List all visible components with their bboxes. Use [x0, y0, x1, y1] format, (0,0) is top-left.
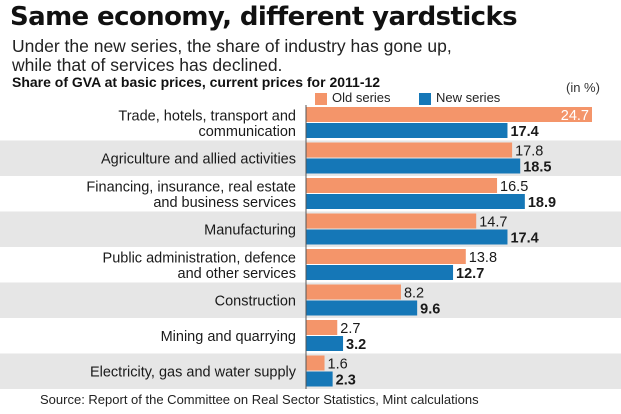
data-label-new-series: 2.3 — [336, 373, 356, 389]
chart-title: Same economy, different yardsticks — [10, 2, 518, 32]
data-label-old-series: 16.5 — [500, 179, 528, 195]
legend-label-new-series: New series — [436, 90, 501, 105]
bar-old-series — [306, 249, 466, 264]
data-label-new-series: 18.9 — [528, 195, 556, 211]
source-note: Source: Report of the Committee on Real … — [40, 392, 479, 407]
legend-label-old-series: Old series — [332, 90, 391, 105]
data-label-old-series: 17.8 — [515, 144, 543, 160]
data-label-new-series: 12.7 — [456, 266, 484, 282]
category-label: Electricity, gas and water supply — [90, 364, 297, 380]
bar-old-series — [306, 142, 513, 158]
data-label-old-series: 14.7 — [479, 215, 507, 231]
bar-new-series — [306, 229, 508, 245]
bar-old-series — [306, 213, 477, 229]
bar-new-series — [306, 123, 508, 138]
category-label: Public administration, defence and other … — [103, 250, 296, 282]
unit-label: (in %) — [566, 80, 600, 95]
subtitle-line-1: Under the new series, the share of indus… — [12, 36, 452, 56]
data-label-new-series: 3.2 — [346, 337, 366, 353]
data-label-old-series: 2.7 — [340, 321, 360, 337]
category-label: Trade, hotels, transport and communicatio… — [118, 108, 296, 140]
bar-new-series — [306, 194, 525, 209]
bar-old-series — [306, 355, 325, 371]
bar-new-series — [306, 371, 333, 387]
data-label-old-series: 1.6 — [328, 357, 348, 373]
category-label: Mining and quarrying — [161, 329, 296, 345]
bar-old-series — [306, 284, 401, 300]
data-label-new-series: 18.5 — [523, 160, 551, 176]
category-label: Manufacturing — [204, 222, 296, 238]
bar-old-series — [306, 107, 592, 122]
data-label-new-series: 17.4 — [510, 124, 538, 140]
bar-new-series — [306, 158, 521, 174]
data-label-old-series: 8.2 — [404, 286, 424, 302]
data-label-new-series: 9.6 — [420, 302, 440, 318]
chart-heading: Share of GVA at basic prices, current pr… — [12, 74, 381, 90]
subtitle-line-2: while that of services has declined. — [12, 55, 283, 75]
data-label-old-series: 24.7 — [561, 108, 589, 124]
category-label: Agriculture and allied activities — [101, 151, 296, 167]
bar-new-series — [306, 300, 418, 316]
bar-old-series — [306, 178, 498, 193]
legend-swatch-new-series — [419, 93, 431, 105]
bar-new-series — [306, 336, 344, 351]
bar-new-series — [306, 265, 454, 280]
data-label-new-series: 17.4 — [510, 231, 538, 247]
legend-swatch-old-series — [315, 93, 327, 105]
category-label: Construction — [215, 293, 296, 309]
category-label: Financing, insurance, real estate and bus… — [86, 179, 296, 211]
data-label-old-series: 13.8 — [469, 250, 497, 266]
bar-old-series — [306, 320, 338, 335]
